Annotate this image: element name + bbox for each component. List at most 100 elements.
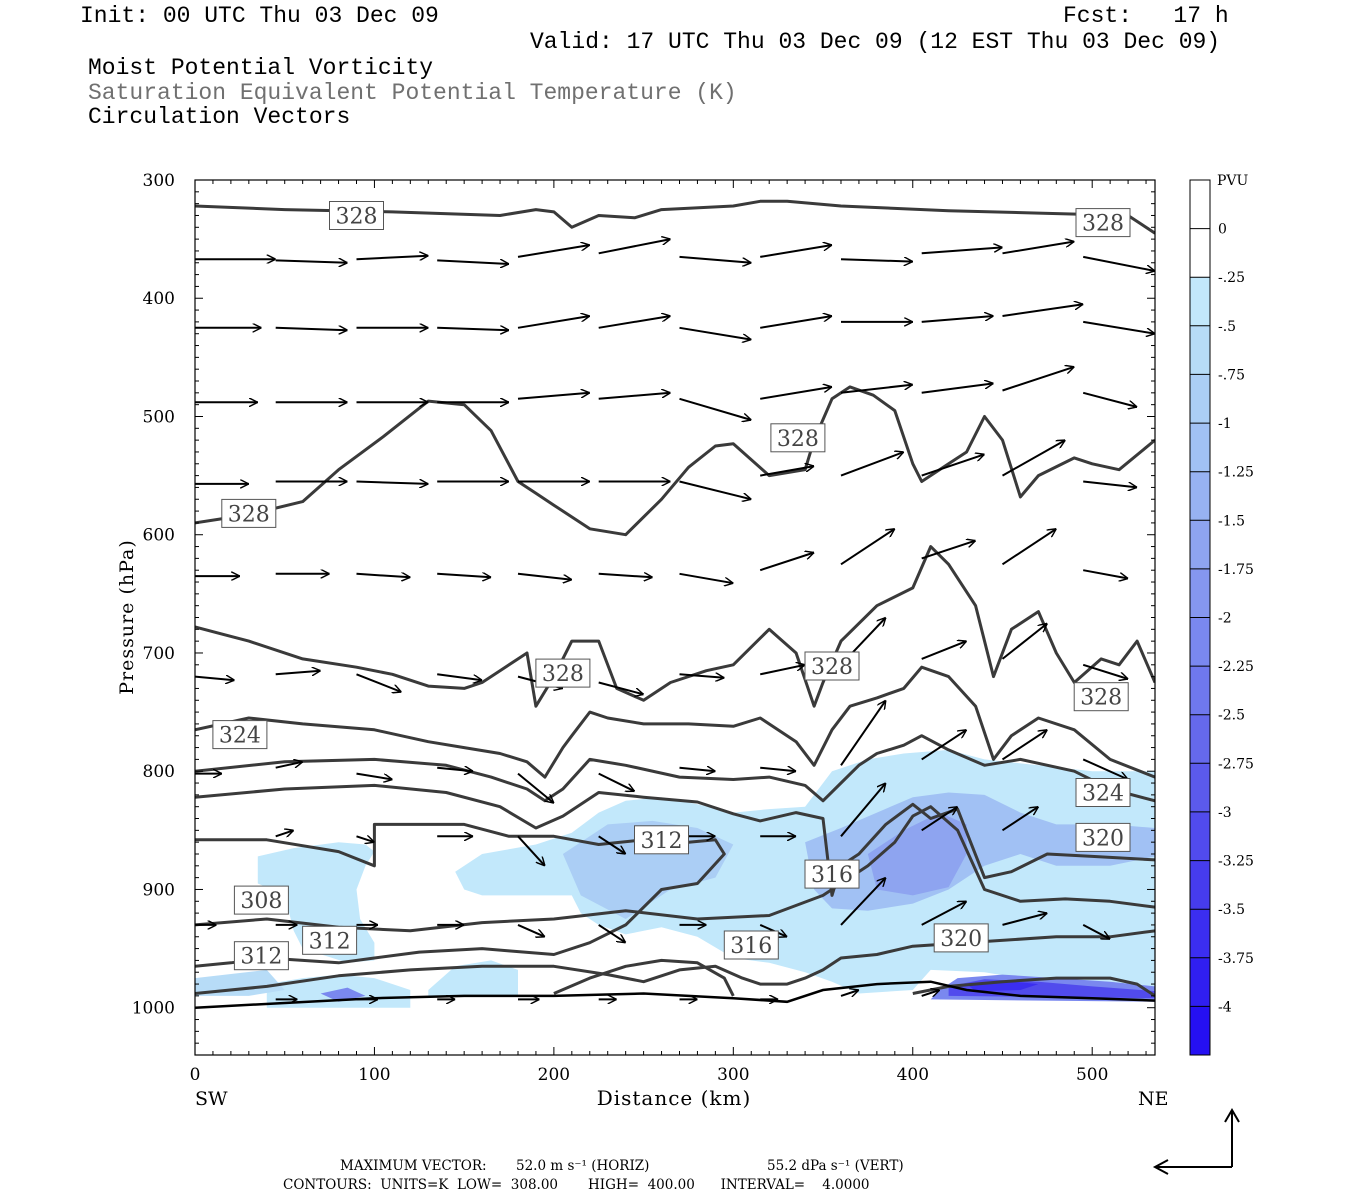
colorbar-label: 0 (1218, 222, 1227, 238)
isentrope (195, 734, 1155, 803)
circulation-vector (437, 260, 509, 264)
isentrope (195, 199, 1155, 235)
isentrope (195, 783, 1155, 897)
circulation-vector (840, 878, 886, 926)
contour-label: 328 (228, 502, 270, 527)
circulation-vector (517, 923, 545, 937)
circulation-vector (437, 574, 491, 578)
circulation-vector (356, 772, 393, 780)
contour-label-box (233, 941, 289, 971)
circulation-vector (356, 574, 411, 578)
isentrope (195, 545, 1155, 708)
contour-label-box (804, 651, 860, 681)
circulation-vector (679, 572, 734, 583)
colorbar-label: -2.5 (1218, 708, 1245, 724)
circulation-vector (840, 529, 895, 566)
circulation-vector (921, 247, 1003, 255)
x-tick-label: 100 (358, 1065, 390, 1085)
contour-label-box (804, 859, 860, 889)
x-tick-label: 400 (897, 1065, 929, 1085)
circulation-vector (921, 990, 940, 996)
colorbar-label: -2 (1218, 611, 1232, 627)
isentrope (553, 958, 735, 997)
circulation-vector (1001, 529, 1057, 566)
field-title-theta-es: Saturation Equivalent Potential Temperat… (88, 80, 737, 106)
circulation-vector (921, 316, 994, 323)
x-tick-label: 0 (190, 1065, 201, 1085)
contour-label-box (212, 720, 268, 750)
circulation-vector (1083, 569, 1128, 578)
colorbar-label: -.5 (1218, 319, 1236, 335)
circulation-vector (275, 328, 348, 330)
circulation-vector (437, 768, 473, 772)
y-tick-labels: 300 400 500 600 700 800 900 1000 (132, 171, 175, 1019)
colorbar-step (1190, 228, 1210, 278)
circulation-vector (1082, 391, 1137, 407)
circulation-vector (517, 835, 545, 866)
circulation-vector (840, 452, 904, 477)
circulation-vector (921, 541, 976, 560)
circulation-vector (1083, 480, 1137, 488)
contour-label: 312 (309, 929, 351, 954)
circulation-vector (517, 772, 554, 804)
contour-label-box (221, 498, 277, 528)
circulation-vector (760, 387, 832, 400)
colorbar-label: -3.25 (1218, 854, 1254, 870)
circulation-vector (1001, 807, 1039, 832)
circulation-vector (275, 260, 348, 262)
colorbar-step (1190, 568, 1210, 618)
circulation-vector (840, 700, 886, 766)
circulation-vector (517, 393, 590, 400)
contour-label-box (933, 923, 989, 953)
circulation-vector (1082, 758, 1128, 779)
circulation-vector (840, 990, 859, 996)
colorbar-label: -3.75 (1218, 951, 1254, 967)
colorbar-label: -3 (1218, 805, 1232, 821)
contour-label: 324 (219, 724, 261, 749)
colorbar: 0 -.25 -.5 -.75 -1 -1.25 -1.5 -1.75 -2 -2.25 -2.5 -… (1189, 179, 1254, 1056)
circulation-vector (1002, 439, 1066, 477)
colorbar-step (1190, 325, 1210, 375)
y-tick-label: 500 (143, 408, 175, 428)
colorbar-step (1190, 180, 1210, 230)
contour-label: 312 (240, 945, 282, 970)
max-vector-label: MAXIMUM VECTOR: (340, 1158, 487, 1174)
colorbar-label: -1.75 (1218, 562, 1254, 578)
circulation-vector (517, 245, 590, 258)
contour-label: 328 (777, 427, 819, 452)
circulation-vector (437, 328, 509, 330)
colorbar-step (1190, 811, 1210, 862)
colorbar-step (1190, 277, 1210, 327)
terrain-line (195, 980, 1155, 1009)
contour-label: 316 (730, 934, 772, 959)
contour-labels: 328 328 328 328 328 328 328 324 324 320 320 316 316 3… (212, 201, 1131, 971)
circulation-vector (275, 762, 303, 769)
contour-label-box (1075, 208, 1131, 238)
isentrope (195, 665, 1155, 779)
x-axis-label: Distance (km) (597, 1086, 752, 1110)
contour-label: 316 (811, 863, 853, 888)
colorbar-step (1190, 666, 1210, 716)
colorbar-label: -1 (1218, 416, 1232, 432)
y-axis-label: Pressure (hPa) (116, 539, 138, 695)
x-tick-label: 300 (717, 1065, 749, 1085)
pv-shading (195, 749, 1155, 1008)
circulation-vector (921, 807, 958, 832)
circulation-vector (921, 383, 994, 394)
circulation-vector (921, 730, 967, 761)
circulation-vector (1083, 255, 1155, 271)
max-vector-horiz: 52.0 m s⁻¹ (HORIZ) (516, 1158, 650, 1174)
contour-label-box (535, 658, 591, 688)
circulation-vector (1002, 242, 1075, 255)
contour-label: 328 (1082, 212, 1124, 237)
valid-time: Valid: 17 UTC Thu 03 Dec 09 (12 EST Thu … (530, 29, 1221, 55)
circulation-vector (760, 768, 796, 772)
colorbar-step (1190, 423, 1210, 473)
contour-label: 312 (641, 829, 683, 854)
pv-region (428, 960, 518, 996)
circulation-vector (679, 397, 752, 420)
init-time: Init: 00 UTC Thu 03 Dec 09 (80, 3, 439, 29)
circulation-vector (679, 768, 716, 772)
theta-es-contours (195, 199, 1155, 998)
contour-label: 324 (1082, 782, 1124, 807)
